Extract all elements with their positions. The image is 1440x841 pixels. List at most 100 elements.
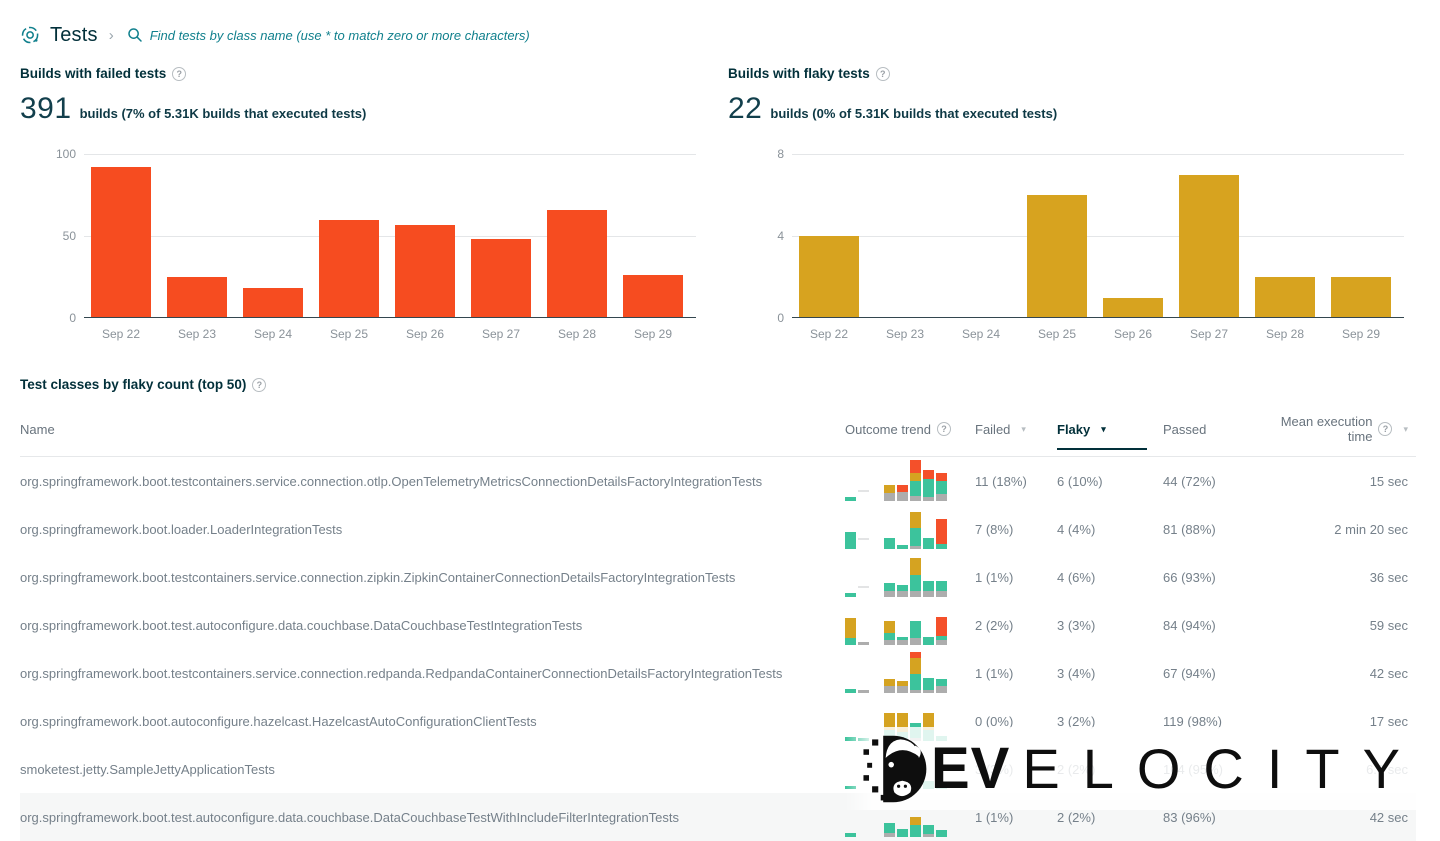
trend-segment-gray (910, 738, 921, 741)
outcome-trend-sparkline (845, 555, 947, 599)
column-header-flaky[interactable]: Flaky ▾ (1057, 422, 1163, 450)
column-header-outcome-trend: Outcome trend ? (845, 422, 975, 437)
passed-count: 66 (93%) (1163, 569, 1216, 585)
table-row[interactable]: org.springframework.boot.testcontainers.… (20, 457, 1416, 505)
search-input[interactable]: Find tests by class name (use * to match… (149, 27, 530, 43)
trend-segment-green (884, 633, 895, 640)
trend-segment-green (897, 637, 908, 640)
outcome-trend-sparkline (845, 747, 947, 791)
column-header-mean-execution-time[interactable]: Mean execution time ? ▾ (1280, 414, 1408, 444)
trend-segment-gray (923, 690, 934, 693)
test-class-name[interactable]: org.springframework.boot.test.autoconfig… (20, 617, 583, 633)
trend-day-bar (858, 642, 869, 645)
trend-day-bar (923, 538, 934, 549)
trend-day-bar (910, 767, 921, 789)
column-header-name: Name (20, 421, 55, 437)
trend-day-bar (923, 678, 934, 693)
trend-segment-red (910, 767, 921, 777)
failed-count: 7 (8%) (975, 521, 1014, 537)
test-class-name[interactable]: org.springframework.boot.loader.LoaderIn… (20, 521, 343, 537)
trend-segment-gray (897, 492, 908, 501)
gridline (84, 236, 696, 237)
trend-segment-gold (910, 817, 921, 825)
help-icon[interactable]: ? (172, 66, 187, 81)
trend-segment-gray (884, 640, 895, 645)
trend-day-bar (845, 833, 856, 837)
trend-segment-red (923, 470, 934, 479)
test-search[interactable]: Find tests by class name (use * to match… (127, 27, 530, 43)
page-header: Tests › Find tests by class name (use * … (20, 20, 1416, 50)
table-row[interactable]: smoketest.jetty.SampleJettyApplicationTe… (20, 745, 1416, 793)
trend-day-bar (858, 738, 869, 741)
mean-execution-time: 2 min 20 sec (1334, 521, 1408, 537)
trend-segment-green (845, 638, 856, 645)
trend-day-bar (845, 593, 856, 597)
trend-day-bar (884, 679, 895, 693)
failed-count: 0 (0%) (975, 713, 1014, 729)
x-axis-tick-label: Sep 29 (1341, 327, 1381, 341)
flaky-classes-title: Test classes by flaky count (top 50) (20, 377, 247, 392)
chart-bar (167, 277, 227, 318)
test-class-name[interactable]: org.springframework.boot.test.autoconfig… (20, 809, 680, 825)
trend-segment-green (923, 637, 934, 645)
trend-segment-green (884, 538, 895, 549)
failed-count: 1 (1%) (975, 809, 1014, 825)
outcome-trend-sparkline (845, 795, 947, 839)
help-icon[interactable]: ? (1378, 422, 1393, 436)
trend-segment-green (884, 781, 895, 789)
trend-day-bar (897, 713, 908, 741)
trend-segment-green (897, 585, 908, 591)
test-class-name[interactable]: org.springframework.boot.testcontainers.… (20, 473, 763, 489)
table-row[interactable]: org.springframework.boot.testcontainers.… (20, 649, 1416, 697)
table-row[interactable]: org.springframework.boot.testcontainers.… (20, 553, 1416, 601)
x-axis-tick-label: Sep 26 (1113, 327, 1153, 341)
trend-day-bar (936, 736, 947, 741)
trend-day-bar (910, 460, 921, 501)
test-class-name[interactable]: org.springframework.boot.testcontainers.… (20, 569, 736, 585)
trend-day-bar (845, 737, 856, 741)
chart-plot: 0 4 8 (777, 147, 1404, 325)
table-row[interactable]: org.springframework.boot.test.autoconfig… (20, 601, 1416, 649)
chart-bar (1255, 277, 1315, 318)
search-icon (127, 27, 143, 43)
trend-segment-green (936, 679, 947, 686)
trend-segment-gold (897, 681, 908, 686)
failed-count: 11 (18%) (975, 473, 1027, 489)
y-axis-tick-label: 0 (777, 311, 784, 325)
trend-segment-green (910, 674, 921, 690)
trend-segment-red (936, 617, 947, 636)
trend-day-bar (897, 485, 908, 501)
trend-day-bar (910, 621, 921, 645)
trend-segment-green (884, 823, 895, 833)
failed-count: 3 (3%) (975, 761, 1014, 777)
outcome-trend-sparkline (845, 603, 947, 647)
trend-segment-gold (910, 473, 921, 481)
column-header-failed[interactable]: Failed ▾ (975, 421, 1026, 437)
failed-count: 1 (1%) (975, 569, 1014, 585)
flaky-count: 3 (3%) (1057, 617, 1096, 633)
x-axis-tick-label: Sep 28 (1265, 327, 1305, 341)
trend-segment-gray (923, 834, 934, 837)
passed-count: 83 (96%) (1163, 809, 1216, 825)
table-row[interactable]: org.springframework.boot.test.autoconfig… (20, 793, 1416, 841)
test-class-name[interactable]: org.springframework.boot.autoconfigure.h… (20, 713, 537, 729)
y-axis-tick-label: 0 (69, 311, 76, 325)
table-row[interactable]: org.springframework.boot.autoconfigure.h… (20, 697, 1416, 745)
help-icon[interactable]: ? (937, 422, 951, 436)
gridline (84, 154, 696, 155)
test-class-name[interactable]: smoketest.jetty.SampleJettyApplicationTe… (20, 761, 275, 777)
help-icon[interactable]: ? (252, 377, 267, 392)
help-icon[interactable]: ? (875, 66, 890, 81)
trend-day-bar (923, 713, 934, 741)
x-axis-line (84, 317, 696, 318)
test-class-name[interactable]: org.springframework.boot.testcontainers.… (20, 665, 783, 681)
trend-segment-red (910, 652, 921, 658)
trend-segment-green (910, 575, 921, 591)
trend-segment-green (936, 481, 947, 494)
table-row[interactable]: org.springframework.boot.loader.LoaderIn… (20, 505, 1416, 553)
mean-execution-time: 17 sec (1369, 713, 1408, 729)
trend-day-bar (845, 618, 856, 645)
trend-segment-green (884, 730, 895, 741)
failed-builds-panel: Builds with failed tests ? 391 builds (7… (20, 66, 696, 341)
